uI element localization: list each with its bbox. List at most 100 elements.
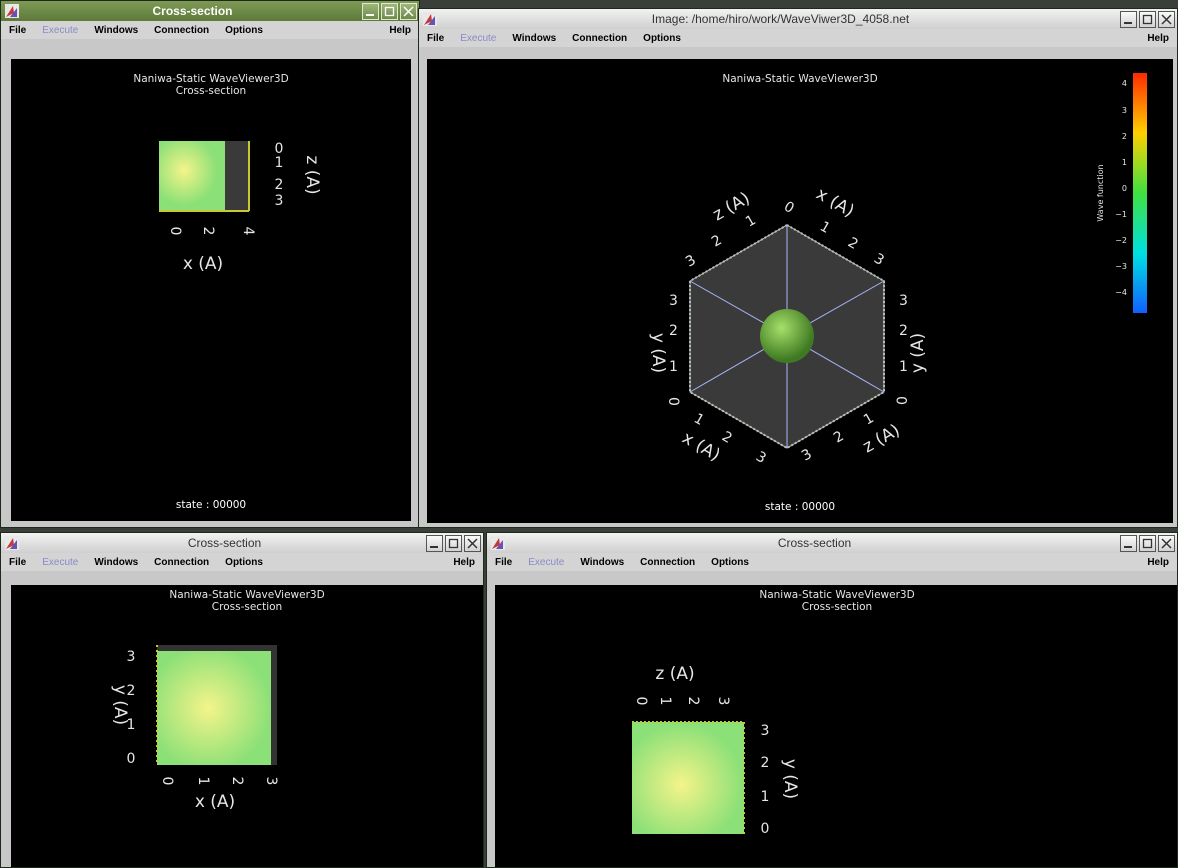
tick-label: 1	[817, 219, 833, 237]
axis-label-y: y (A)	[648, 333, 668, 373]
colorbar-tick: −3	[1115, 262, 1127, 271]
menu-file[interactable]: File	[9, 556, 27, 568]
wave-sphere	[760, 309, 814, 363]
menu-bar: File Execute Windows Connection Options …	[1, 553, 483, 571]
menu-windows[interactable]: Windows	[94, 556, 139, 568]
menu-connection[interactable]: Connection	[640, 556, 696, 568]
tick-label: 3	[753, 449, 769, 467]
menu-help[interactable]: Help	[1147, 32, 1169, 44]
menu-windows[interactable]: Windows	[94, 24, 139, 36]
close-button[interactable]	[400, 2, 417, 20]
menu-connection[interactable]: Connection	[154, 556, 210, 568]
colorbar-tick: 3	[1122, 106, 1127, 115]
minimize-button[interactable]	[362, 2, 379, 20]
axis-label-y: y (A)	[110, 685, 130, 725]
menu-help[interactable]: Help	[453, 556, 475, 568]
xy-plot: 3 2 1 0 y (A) 0 1 2 3 x (A)	[110, 645, 279, 812]
close-icon	[1161, 537, 1172, 549]
tick-label: 0	[895, 396, 911, 405]
axis-label-y: y (A)	[908, 333, 928, 373]
menu-execute[interactable]: Execute	[528, 556, 565, 568]
tick-label: 4	[240, 227, 256, 236]
minimize-button[interactable]	[1120, 10, 1137, 28]
viewer-subtitle: Cross-section	[211, 601, 283, 613]
viewer-subtitle: Cross-section	[175, 85, 247, 97]
maximize-button[interactable]	[1139, 10, 1156, 28]
close-icon	[1161, 13, 1172, 25]
tick-label: 1	[669, 359, 678, 375]
menu-file[interactable]: File	[427, 32, 445, 44]
tick-label: 2	[845, 235, 861, 253]
menu-execute[interactable]: Execute	[460, 32, 497, 44]
tick-label: 1	[861, 410, 877, 428]
minimize-button[interactable]	[426, 534, 443, 552]
xz-field	[159, 141, 225, 211]
menu-options[interactable]: Options	[225, 556, 263, 568]
menu-options[interactable]: Options	[711, 556, 749, 568]
minimize-button[interactable]	[1120, 534, 1137, 552]
tick-label: 0	[761, 821, 770, 837]
menu-options[interactable]: Options	[643, 32, 681, 44]
tick-label: 3	[669, 293, 678, 309]
maximize-button[interactable]	[1139, 534, 1156, 552]
tick-label: 3	[871, 251, 887, 269]
tick-label: 3	[683, 252, 699, 270]
title-bar[interactable]: Cross-section	[1, 1, 419, 21]
tick-label: 0	[665, 397, 681, 406]
tick-label: 1	[899, 359, 908, 375]
menu-file[interactable]: File	[9, 24, 27, 36]
state-label: state : 00000	[764, 501, 836, 513]
menu-windows[interactable]: Windows	[580, 556, 625, 568]
xz-viewport[interactable]: Naniwa-Static WaveViewer3D Cross-section…	[11, 59, 411, 521]
tick-label: 1	[743, 212, 759, 230]
menu-connection[interactable]: Connection	[572, 32, 628, 44]
colorbar	[1133, 73, 1147, 313]
minimize-icon	[1124, 545, 1132, 548]
axis-label-x: x (A)	[195, 792, 235, 812]
menu-help[interactable]: Help	[389, 24, 411, 36]
close-icon	[403, 5, 414, 17]
window-title: Image: /home/hiro/work/WaveViwer3D_4058.…	[651, 12, 910, 26]
colorbar-tick: −2	[1115, 236, 1127, 245]
window-title: Cross-section	[152, 4, 233, 18]
maximize-button[interactable]	[445, 534, 462, 552]
tick-label: 2	[719, 429, 735, 447]
viewer-title: Naniwa-Static WaveViewer3D	[722, 73, 878, 85]
title-bar[interactable]: Cross-section	[1, 533, 483, 553]
close-button[interactable]	[1158, 10, 1175, 28]
colorbar-tick: 4	[1122, 79, 1127, 88]
state-label: state : 00000	[175, 499, 247, 511]
maximize-icon	[448, 538, 459, 548]
close-button[interactable]	[464, 534, 481, 552]
cross-section-xy-window: Cross-section File Execute Windows Conne…	[0, 532, 484, 868]
tick-label: 1	[691, 411, 707, 429]
menu-execute[interactable]: Execute	[42, 556, 79, 568]
tick-label: 3	[799, 446, 815, 464]
menu-bar: File Execute Windows Connection Options …	[1, 21, 419, 39]
tick-label: 2	[685, 697, 701, 706]
colorbar-tick: −4	[1115, 288, 1127, 297]
image-window: Image: /home/hiro/work/WaveViwer3D_4058.…	[418, 8, 1178, 528]
tick-label: 2	[831, 428, 847, 446]
colorbar-tick: 1	[1122, 158, 1127, 167]
xy-viewport[interactable]: Naniwa-Static WaveViewer3D Cross-section…	[11, 585, 483, 867]
title-bar[interactable]: Cross-section	[487, 533, 1177, 553]
tick-label: 1	[195, 777, 211, 786]
zy-viewport[interactable]: Naniwa-Static WaveViewer3D Cross-section…	[495, 585, 1177, 867]
tick-label: 2	[229, 777, 245, 786]
tick-label: 2	[899, 323, 908, 339]
minimize-icon	[366, 13, 374, 16]
menu-windows[interactable]: Windows	[512, 32, 557, 44]
tick-label: 1	[761, 789, 770, 805]
menu-help[interactable]: Help	[1147, 556, 1169, 568]
3d-viewport[interactable]: Naniwa-Static WaveViewer3D 3 2 1	[427, 59, 1173, 523]
colorbar-tick: −1	[1115, 210, 1127, 219]
menu-execute[interactable]: Execute	[42, 24, 79, 36]
close-button[interactable]	[1158, 534, 1175, 552]
menu-options[interactable]: Options	[225, 24, 263, 36]
menu-file[interactable]: File	[495, 556, 513, 568]
maximize-button[interactable]	[381, 2, 398, 20]
title-bar[interactable]: Image: /home/hiro/work/WaveViwer3D_4058.…	[419, 9, 1177, 29]
menu-connection[interactable]: Connection	[154, 24, 210, 36]
maximize-icon	[1142, 14, 1153, 24]
